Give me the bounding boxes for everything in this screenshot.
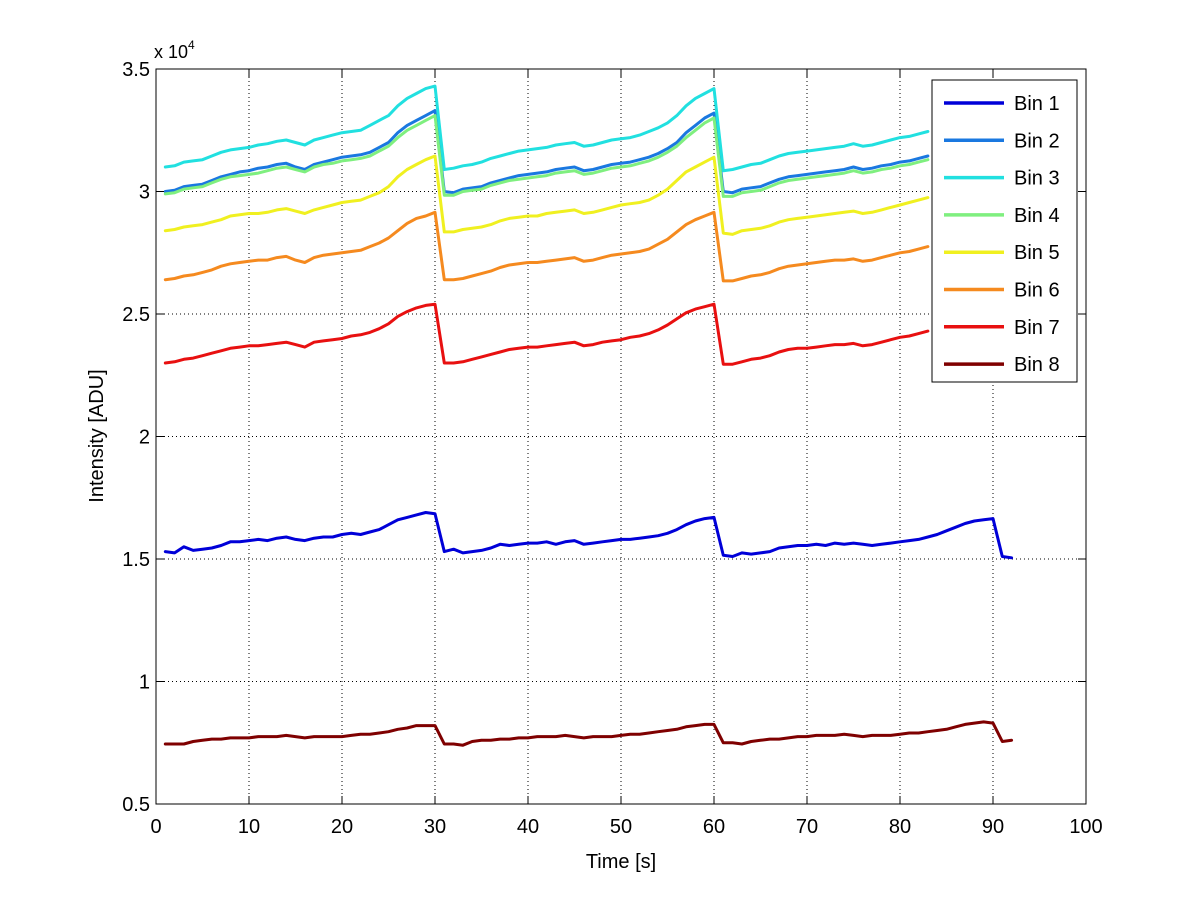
legend-label-bin-8: Bin 8 [1014, 354, 1060, 376]
y-exponent-label: x 104 [154, 38, 195, 62]
x-axis-label: Time [s] [586, 851, 656, 873]
x-tick-label: 80 [889, 816, 911, 838]
y-tick-label: 3.5 [122, 59, 150, 81]
legend-label-bin-7: Bin 7 [1014, 317, 1060, 339]
series-line-bin-5 [163, 154, 930, 236]
legend-box [931, 79, 1078, 383]
x-tick-label: 90 [982, 816, 1004, 838]
y-tick-label: 2 [139, 427, 150, 449]
series-layer [163, 84, 1014, 747]
x-tick-label: 50 [610, 816, 632, 838]
legend-label-bin-5: Bin 5 [1014, 242, 1060, 264]
x-tick-label: 10 [238, 816, 260, 838]
legend-label-bin-6: Bin 6 [1014, 280, 1060, 302]
y-tick-label: 0.5 [122, 794, 150, 816]
y-tick-labels: 0.5 1 1.5 2 2.5 3 3.5 [122, 59, 150, 816]
x-tick-labels: 0 10 20 30 40 50 60 70 80 90 100 [150, 816, 1102, 838]
x-tick-label: 40 [517, 816, 539, 838]
y-axis-label: Intensity [ADU] [86, 369, 108, 502]
y-tick-label: 2.5 [122, 304, 150, 326]
series-line-bin-2 [163, 109, 930, 195]
series-line-bin-6 [163, 210, 930, 283]
y-tick-label: 1 [139, 672, 150, 694]
legend-label-bin-2: Bin 2 [1014, 130, 1060, 152]
y-tick-label: 1.5 [122, 549, 150, 571]
x-tick-label: 60 [703, 816, 725, 838]
x-tick-label: 20 [331, 816, 353, 838]
tick-marks [155, 68, 1087, 805]
series-line-bin-8 [163, 720, 1014, 747]
x-tick-label: 70 [796, 816, 818, 838]
legend-label-bin-1: Bin 1 [1014, 93, 1060, 115]
y-tick-label: 3 [139, 182, 150, 204]
x-tick-label: 100 [1069, 816, 1102, 838]
x-tick-label: 0 [150, 816, 161, 838]
series-line-bin-7 [163, 302, 930, 366]
series-line-bin-3 [163, 84, 930, 173]
legend-label-bin-4: Bin 4 [1014, 205, 1060, 227]
series-line-bin-4 [163, 114, 930, 198]
x-tick-label: 30 [424, 816, 446, 838]
series-line-bin-1 [163, 511, 1014, 560]
grid-lines [156, 69, 1086, 804]
legend-label-bin-3: Bin 3 [1014, 168, 1060, 190]
legend: Bin 1 Bin 2 Bin 3 Bin 4 Bin 5 Bin 6 Bin 7 Bin 8 [931, 79, 1078, 383]
